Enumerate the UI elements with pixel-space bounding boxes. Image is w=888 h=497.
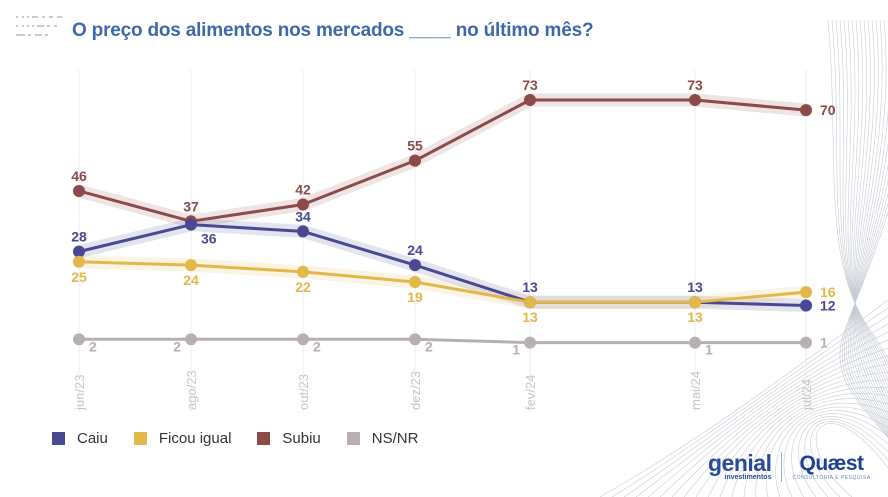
- data-label-ns-nr: 2: [313, 338, 321, 354]
- quaest-logo-subtitle: CONSULTORIA E PESQUISA: [792, 474, 871, 481]
- legend-swatch: [346, 432, 360, 445]
- header: O preço dos alimentos nos mercados ____ …: [16, 12, 594, 42]
- data-label-ficou-igual: 22: [295, 279, 311, 295]
- data-label-ns-nr: 2: [173, 338, 181, 354]
- genial-logo: genial investimentos: [708, 450, 772, 482]
- x-tick-label: ago/23: [184, 370, 199, 410]
- data-point-ns-nr: [409, 333, 421, 346]
- legend-swatch: [52, 432, 65, 445]
- genial-logo-subtitle: investimentos: [724, 474, 772, 481]
- data-point-ficou-igual: [73, 255, 85, 268]
- data-label-caiu: 28: [71, 229, 87, 245]
- data-label-subiu: 55: [407, 138, 423, 154]
- legend-label: NS/NR: [371, 430, 419, 447]
- data-label-caiu: 34: [295, 208, 311, 224]
- quaest-logo: Quæst CONSULTORIA E PESQUISA: [792, 451, 871, 482]
- legend-item-ficou-igual: Ficou igual: [133, 430, 232, 447]
- data-label-subiu: 42: [295, 181, 311, 197]
- legend-item-caiu: Caiu: [52, 430, 108, 447]
- data-point-ficou-igual: [409, 275, 421, 288]
- data-label-ficou-igual: 16: [820, 284, 836, 300]
- x-tick-label: mai/24: [688, 371, 703, 410]
- data-label-ns-nr: 1: [512, 342, 520, 358]
- data-label-ficou-igual: 24: [183, 272, 199, 288]
- data-point-ficou-igual: [800, 286, 812, 299]
- data-point-ns-nr: [73, 333, 85, 346]
- data-point-ns-nr: [689, 336, 701, 349]
- x-tick-label: jun/23: [72, 375, 87, 411]
- quaest-logo-name: Quæst: [799, 451, 864, 475]
- data-point-subiu: [73, 184, 85, 197]
- data-label-subiu: 46: [71, 168, 87, 184]
- data-label-caiu: 36: [201, 231, 217, 247]
- data-point-caiu: [409, 259, 421, 272]
- legend-label: Caiu: [77, 430, 108, 447]
- x-tick-label: fev/24: [523, 375, 538, 410]
- data-label-subiu: 37: [183, 198, 199, 214]
- data-label-ns-nr: 1: [705, 342, 713, 358]
- logo-divider: [781, 452, 783, 482]
- sponsor-logos: genial investimentos Quæst CONSULTORIA E…: [708, 452, 871, 482]
- legend-swatch: [257, 432, 271, 445]
- x-tick-label: dez/23: [408, 371, 423, 410]
- data-label-subiu: 73: [522, 77, 538, 93]
- genial-logo-name: genial: [708, 450, 772, 476]
- data-point-subiu: [524, 93, 536, 106]
- pattern-logo-icon: [16, 12, 68, 42]
- data-point-ns-nr: [524, 336, 536, 349]
- data-point-caiu: [73, 245, 85, 258]
- data-point-subiu: [409, 154, 421, 167]
- data-label-caiu: 13: [522, 279, 538, 295]
- data-point-ficou-igual: [185, 259, 197, 272]
- data-point-caiu: [297, 225, 309, 238]
- data-point-ns-nr: [800, 336, 812, 349]
- data-label-subiu: 73: [687, 77, 703, 93]
- data-point-ns-nr: [185, 333, 197, 346]
- data-point-subiu: [689, 93, 701, 106]
- data-point-ficou-igual: [297, 265, 309, 278]
- legend-item-subiu: Subiu: [257, 430, 321, 447]
- legend: Caiu Ficou igual Subiu NS/NR: [52, 430, 444, 447]
- chart-title: O preço dos alimentos nos mercados ____ …: [72, 20, 594, 41]
- legend-swatch: [133, 432, 147, 445]
- legend-label: Ficou igual: [158, 430, 232, 447]
- x-tick-label: out/23: [296, 374, 311, 410]
- data-point-subiu: [800, 104, 812, 117]
- data-label-caiu: 12: [820, 298, 836, 314]
- data-label-ns-nr: 2: [89, 338, 97, 354]
- data-point-ficou-igual: [689, 296, 701, 309]
- data-label-ficou-igual: 13: [687, 309, 703, 325]
- data-point-subiu: [297, 198, 309, 211]
- data-label-ns-nr: 2: [425, 338, 433, 354]
- data-point-caiu: [800, 299, 812, 312]
- data-point-caiu: [185, 218, 197, 231]
- data-label-ficou-igual: 19: [407, 289, 423, 305]
- data-label-subiu: 70: [820, 102, 836, 118]
- data-label-caiu: 24: [407, 242, 423, 258]
- data-point-ficou-igual: [524, 296, 536, 309]
- data-label-ficou-igual: 25: [71, 269, 87, 285]
- data-point-ns-nr: [297, 333, 309, 346]
- legend-item-nsnr: NS/NR: [346, 430, 419, 447]
- legend-label: Subiu: [282, 430, 321, 447]
- x-tick-label: jul/24: [799, 379, 814, 411]
- data-label-caiu: 13: [687, 279, 703, 295]
- data-label-ns-nr: 1: [820, 335, 828, 351]
- data-label-ficou-igual: 13: [522, 309, 538, 325]
